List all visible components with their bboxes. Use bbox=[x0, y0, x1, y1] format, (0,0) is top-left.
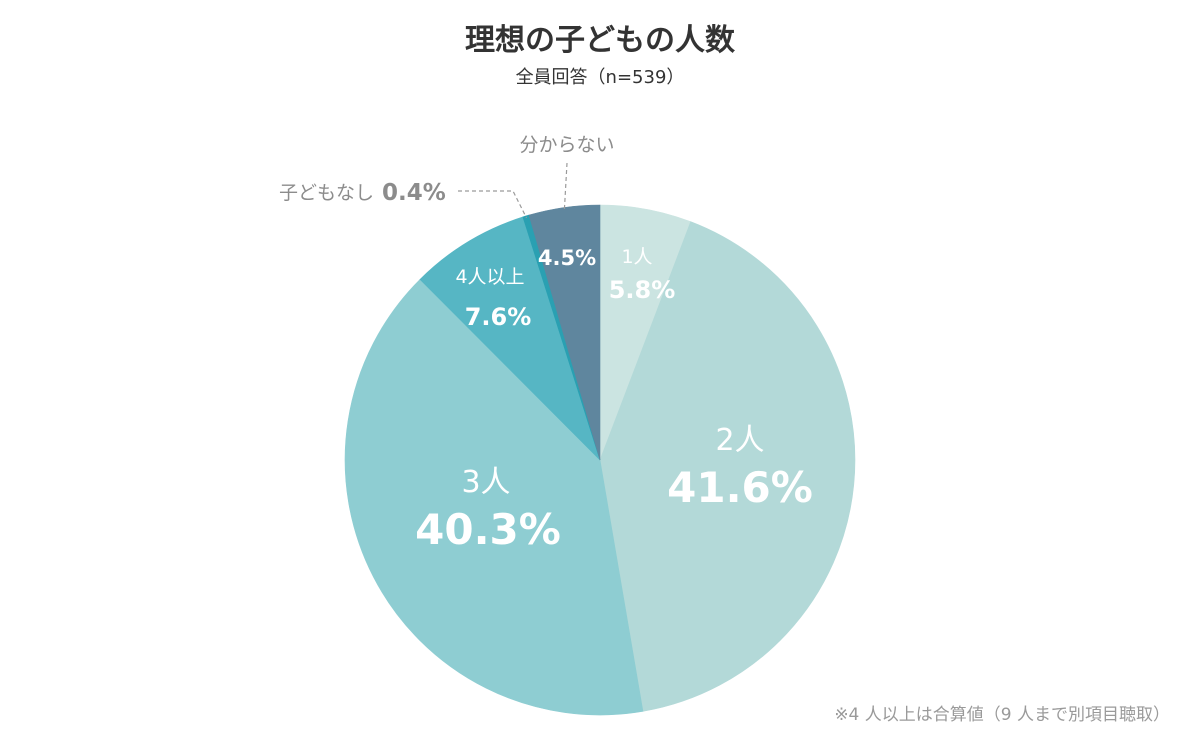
footnote: ※4 人以上は合算値（9 人まで別項目聴取） bbox=[834, 705, 1170, 725]
slice-label-value-2: 41.6% bbox=[667, 463, 813, 512]
leader-line-unknown bbox=[563, 162, 568, 210]
pie-slice-4plus bbox=[419, 216, 601, 461]
slice-label-value-3: 40.3% bbox=[415, 505, 561, 554]
slice-label-value-1: 5.8% bbox=[609, 276, 676, 304]
slice-label-name-unknown: 分からない bbox=[519, 134, 614, 156]
chart-title: 理想の子どもの人数 bbox=[465, 23, 736, 58]
leader-lines bbox=[458, 162, 568, 219]
slice-label-value-4plus: 7.6% bbox=[465, 303, 532, 331]
slice-label-name-none: 子どもなし bbox=[279, 182, 374, 204]
pie-slice-2 bbox=[599, 221, 856, 712]
slice-label-value-none: 0.4% bbox=[382, 180, 446, 206]
leader-line-none bbox=[458, 190, 528, 219]
slice-label-value-unknown: 4.5% bbox=[538, 246, 596, 270]
pie-slices bbox=[344, 204, 856, 716]
slice-label-name-1: 1人 bbox=[621, 246, 652, 268]
pie-slice-3 bbox=[344, 278, 644, 716]
chart-subtitle: 全員回答（n=539） bbox=[516, 67, 685, 88]
slice-label-name-3: 3人 bbox=[461, 465, 510, 500]
slice-label-name-2: 2人 bbox=[715, 423, 764, 458]
slice-label-name-4plus: 4人以上 bbox=[455, 266, 524, 288]
